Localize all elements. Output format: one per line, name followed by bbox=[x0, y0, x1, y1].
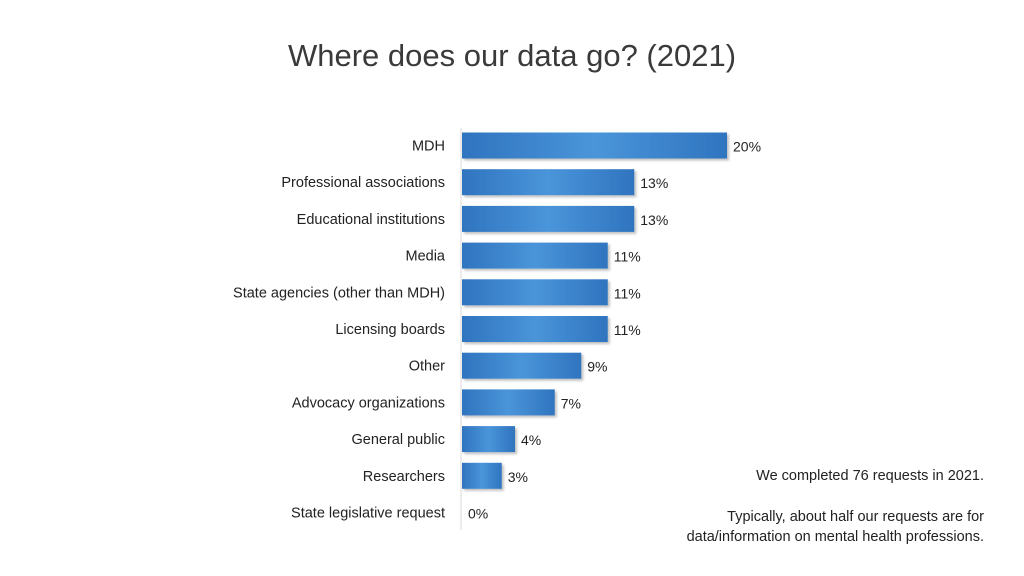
category-label: Other bbox=[409, 359, 445, 375]
category-label: Advocacy organizations bbox=[292, 395, 445, 411]
value-label: 11% bbox=[614, 285, 641, 301]
category-label: Researchers bbox=[363, 469, 445, 485]
bar bbox=[462, 389, 555, 416]
value-label: 13% bbox=[640, 212, 668, 228]
bar bbox=[462, 279, 608, 306]
category-label: State legislative request bbox=[291, 506, 445, 522]
value-label: 0% bbox=[468, 506, 488, 522]
bar bbox=[462, 426, 515, 453]
category-label: General public bbox=[352, 432, 446, 448]
bar bbox=[462, 316, 608, 342]
category-label: Educational institutions bbox=[297, 212, 445, 228]
bar bbox=[462, 462, 502, 489]
category-label: Licensing boards bbox=[335, 322, 445, 338]
bar bbox=[462, 352, 582, 379]
category-label: Media bbox=[406, 249, 446, 265]
value-label: 4% bbox=[521, 432, 541, 448]
value-label: 13% bbox=[640, 175, 668, 191]
category-label: MDH bbox=[412, 139, 445, 155]
value-label: 7% bbox=[561, 395, 581, 411]
typical-note-line1: Typically, about half our requests are f… bbox=[727, 509, 984, 525]
typical-requests-note: Typically, about half our requests are f… bbox=[564, 507, 984, 547]
bar bbox=[462, 132, 727, 159]
bar bbox=[462, 242, 608, 269]
value-label: 11% bbox=[614, 249, 641, 265]
value-label: 9% bbox=[587, 359, 607, 375]
category-label: State agencies (other than MDH) bbox=[233, 285, 445, 301]
value-label: 11% bbox=[614, 322, 641, 338]
requests-note: We completed 76 requests in 2021. bbox=[756, 468, 984, 484]
bar bbox=[462, 169, 635, 196]
chart-title: Where does our data go? (2021) bbox=[287, 38, 737, 73]
category-label: Professional associations bbox=[281, 175, 445, 191]
bar bbox=[462, 205, 635, 232]
value-label: 3% bbox=[508, 469, 528, 485]
value-label: 20% bbox=[733, 139, 761, 155]
typical-note-line2: data/information on mental health profes… bbox=[686, 529, 984, 545]
